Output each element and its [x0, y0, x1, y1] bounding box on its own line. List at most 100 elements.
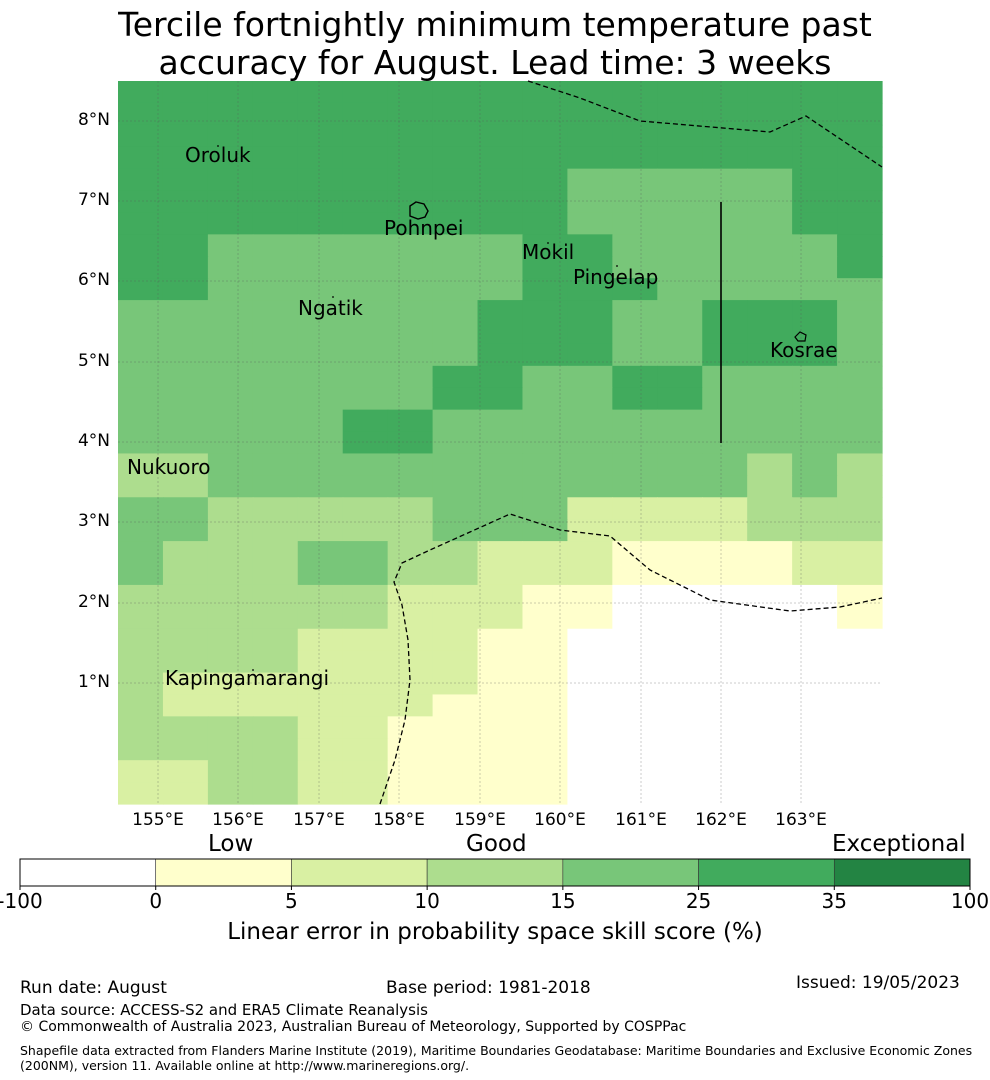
- skill-cell: [207, 672, 254, 696]
- skill-cell: [657, 584, 703, 608]
- skill-cell: [342, 300, 389, 323]
- skill-cell: [702, 519, 748, 542]
- skill-cell: [702, 124, 748, 148]
- skill-cell: [522, 760, 569, 783]
- skill-cell: [162, 81, 209, 104]
- skill-cell: [837, 782, 883, 805]
- skill-cell: [567, 81, 613, 104]
- skill-cell: [567, 738, 613, 761]
- skill-cell: [837, 365, 883, 389]
- skill-cell: [522, 475, 569, 498]
- skill-cell: [612, 300, 658, 323]
- colorbar: [19, 858, 971, 890]
- skill-cell: [792, 760, 838, 783]
- skill-cell: [747, 256, 793, 279]
- colorbar-segment: [833, 858, 971, 887]
- skill-cell: [612, 497, 658, 520]
- skill-cell: [162, 606, 209, 630]
- longitude-label: 161°E: [615, 810, 667, 830]
- skill-cell: [432, 497, 479, 520]
- skill-cell: [477, 124, 524, 148]
- skill-cell: [252, 694, 299, 717]
- skill-cell: [837, 628, 883, 652]
- skill-cell: [702, 716, 748, 739]
- skill-cell: [162, 497, 209, 520]
- skill-cell: [297, 541, 344, 564]
- skill-cell: [837, 387, 883, 411]
- skill-cell: [477, 365, 524, 389]
- skill-cell: [207, 475, 254, 498]
- skill-cell: [432, 234, 479, 257]
- skill-cell: [252, 541, 299, 564]
- skill-cell: [747, 124, 793, 148]
- skill-cell: [252, 453, 299, 476]
- skill-cell: [567, 519, 613, 542]
- skill-cell: [612, 650, 658, 674]
- skill-cell: [252, 672, 299, 696]
- skill-cell: [432, 650, 479, 674]
- skill-cell: [747, 146, 793, 170]
- skill-cell: [522, 431, 569, 455]
- skill-cell: [657, 278, 703, 301]
- skill-cell: [342, 409, 389, 433]
- skill-cell: [612, 387, 658, 411]
- skill-cell: [477, 628, 524, 652]
- skill-cell: [162, 387, 209, 411]
- skill-cell: [747, 190, 793, 214]
- skill-cell: [567, 168, 613, 192]
- skill-cell: [792, 694, 838, 717]
- skill-cell: [837, 716, 883, 739]
- skill-cell: [432, 453, 479, 476]
- place-label-pingelap: Pingelap: [573, 265, 659, 289]
- skill-cell: [162, 628, 209, 652]
- skill-cell: [702, 102, 748, 126]
- skill-cell: [387, 716, 434, 739]
- skill-cell: [522, 672, 569, 696]
- skill-cell: [252, 716, 299, 739]
- skill-cell: [207, 278, 254, 301]
- skill-cell: [162, 672, 209, 696]
- skill-cell: [118, 102, 164, 126]
- skill-cell: [297, 168, 344, 192]
- skill-cell: [342, 256, 389, 279]
- skill-cell: [567, 409, 613, 433]
- map-title-line-1: Tercile fortnightly minimum temperature …: [118, 5, 872, 44]
- skill-cell: [297, 190, 344, 214]
- skill-cell: [252, 584, 299, 608]
- skill-cell: [657, 672, 703, 696]
- skill-cell: [297, 387, 344, 411]
- skill-cell: [432, 190, 479, 214]
- skill-cell: [252, 475, 299, 498]
- skill-cell: [432, 431, 479, 455]
- skill-cell: [522, 650, 569, 674]
- skill-cell: [657, 146, 703, 170]
- skill-cell: [342, 190, 389, 214]
- skill-cell: [297, 628, 344, 652]
- skill-cell: [657, 256, 703, 279]
- skill-cell: [657, 606, 703, 630]
- skill-cell: [567, 278, 613, 301]
- skill-cell: [522, 409, 569, 433]
- skill-cell: [612, 365, 658, 389]
- skill-cell: [118, 322, 164, 345]
- colorbar-tick-label: 15: [550, 889, 576, 913]
- skill-cell: [387, 124, 434, 148]
- skill-cell: [702, 563, 748, 586]
- skill-cell: [567, 343, 613, 367]
- skill-grid: [118, 81, 883, 805]
- skill-cell: [747, 431, 793, 455]
- skill-cell: [297, 694, 344, 717]
- colorbar-segment: [291, 858, 428, 887]
- skill-cell: [477, 694, 524, 717]
- skill-cell: [657, 322, 703, 345]
- skill-cell: [612, 256, 658, 279]
- skill-cell: [297, 519, 344, 542]
- skill-cell: [297, 672, 344, 696]
- skill-cell: [837, 497, 883, 520]
- skill-cell: [387, 387, 434, 411]
- colorbar-word-good: Good: [466, 831, 527, 857]
- skill-cell: [567, 541, 613, 564]
- skill-cell: [657, 628, 703, 652]
- skill-cell: [297, 760, 344, 783]
- skill-cell: [522, 124, 569, 148]
